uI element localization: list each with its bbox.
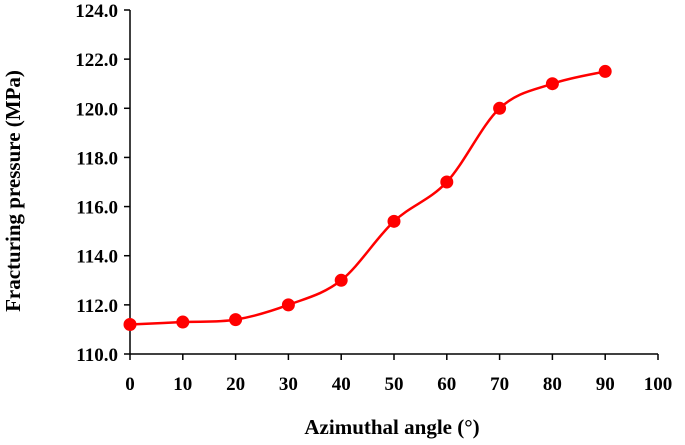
data-point <box>440 175 454 189</box>
data-point <box>493 101 507 115</box>
x-tick-label: 40 <box>332 374 351 395</box>
x-tick-label: 60 <box>437 374 456 395</box>
data-point <box>229 313 243 327</box>
x-tick-label: 90 <box>596 374 615 395</box>
data-point <box>176 315 190 329</box>
data-point <box>387 214 401 228</box>
x-tick-label: 50 <box>385 374 404 395</box>
x-tick-label: 0 <box>125 374 135 395</box>
y-tick-label: 124.0 <box>75 1 118 22</box>
series-line <box>129 70 606 326</box>
x-axis-title: Azimuthal angle (°) <box>304 415 479 439</box>
y-tick-label: 112.0 <box>76 296 118 317</box>
data-point <box>281 298 295 312</box>
y-axis-title: Fracturing pressure (MPa) <box>1 70 25 312</box>
data-point <box>545 77 559 91</box>
x-tick-label: 80 <box>543 374 562 395</box>
x-tick-label: 10 <box>173 374 192 395</box>
data-point <box>334 273 348 287</box>
y-tick-label: 116.0 <box>76 198 118 219</box>
data-point <box>598 64 612 78</box>
x-tick-label: 70 <box>490 374 509 395</box>
y-tick-label: 114.0 <box>76 247 118 268</box>
x-tick-label: 100 <box>644 374 673 395</box>
y-tick-label: 122.0 <box>75 50 118 71</box>
data-point <box>123 318 137 332</box>
x-tick-label: 20 <box>226 374 245 395</box>
x-tick-label: 30 <box>279 374 298 395</box>
y-tick-label: 120.0 <box>75 99 118 120</box>
y-tick-label: 118.0 <box>76 148 118 169</box>
series-layer <box>123 64 612 332</box>
tick-labels: 110.0 112.0 114.0 116.0 118.0 120.0 122.0 124.0… <box>75 1 672 395</box>
axes <box>124 9 659 360</box>
y-tick-label: 110.0 <box>76 345 118 366</box>
